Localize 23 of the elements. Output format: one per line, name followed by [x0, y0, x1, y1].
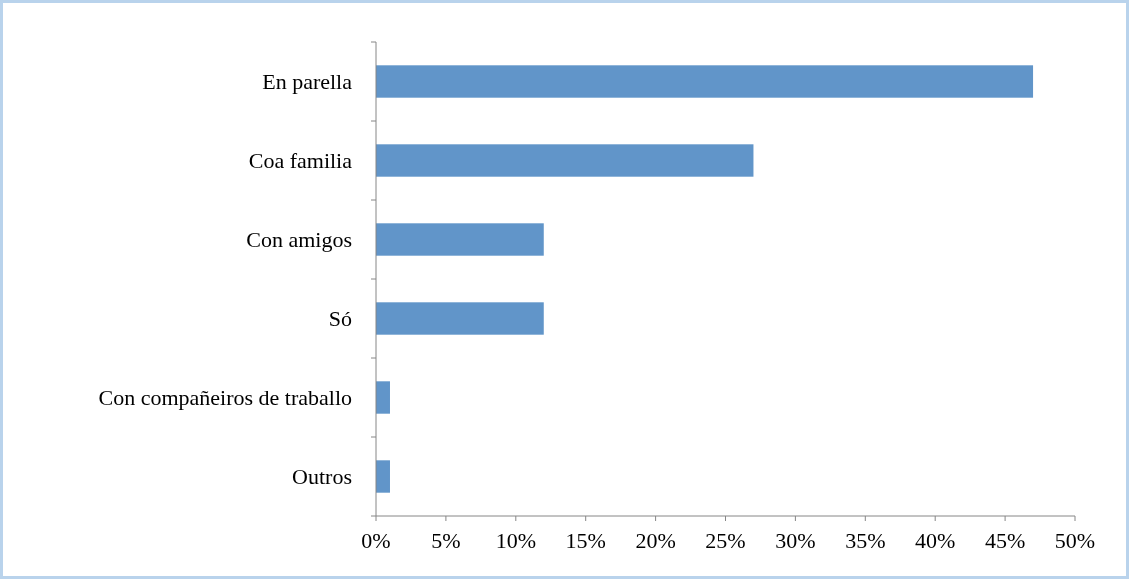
x-tick-label: 0% [361, 528, 391, 553]
x-tick-label: 45% [984, 528, 1026, 553]
y-tick-label: Outros [292, 464, 352, 490]
bar [376, 223, 544, 256]
y-tick-label: Con compañeiros de traballo [98, 385, 352, 411]
bar [376, 65, 1034, 98]
x-tick-label: 25% [705, 528, 746, 553]
bar [376, 302, 544, 335]
bar [376, 381, 390, 414]
x-tick-label: 10% [495, 528, 536, 553]
x-tick-label: 20% [635, 528, 676, 553]
x-tick-label: 5% [431, 528, 461, 553]
y-tick-label: Só [328, 306, 352, 332]
bar [376, 460, 390, 493]
bar [376, 144, 754, 177]
x-tick-label: 50% [1054, 528, 1096, 553]
x-tick-label: 40% [915, 528, 956, 553]
x-tick-label: 15% [565, 528, 606, 553]
y-tick-label: En parella [262, 69, 353, 95]
y-tick-label: Con amigos [246, 227, 352, 253]
x-tick-label: 35% [845, 528, 886, 553]
x-tick-label: 30% [775, 528, 816, 553]
y-tick-label: Coa familia [248, 148, 353, 174]
